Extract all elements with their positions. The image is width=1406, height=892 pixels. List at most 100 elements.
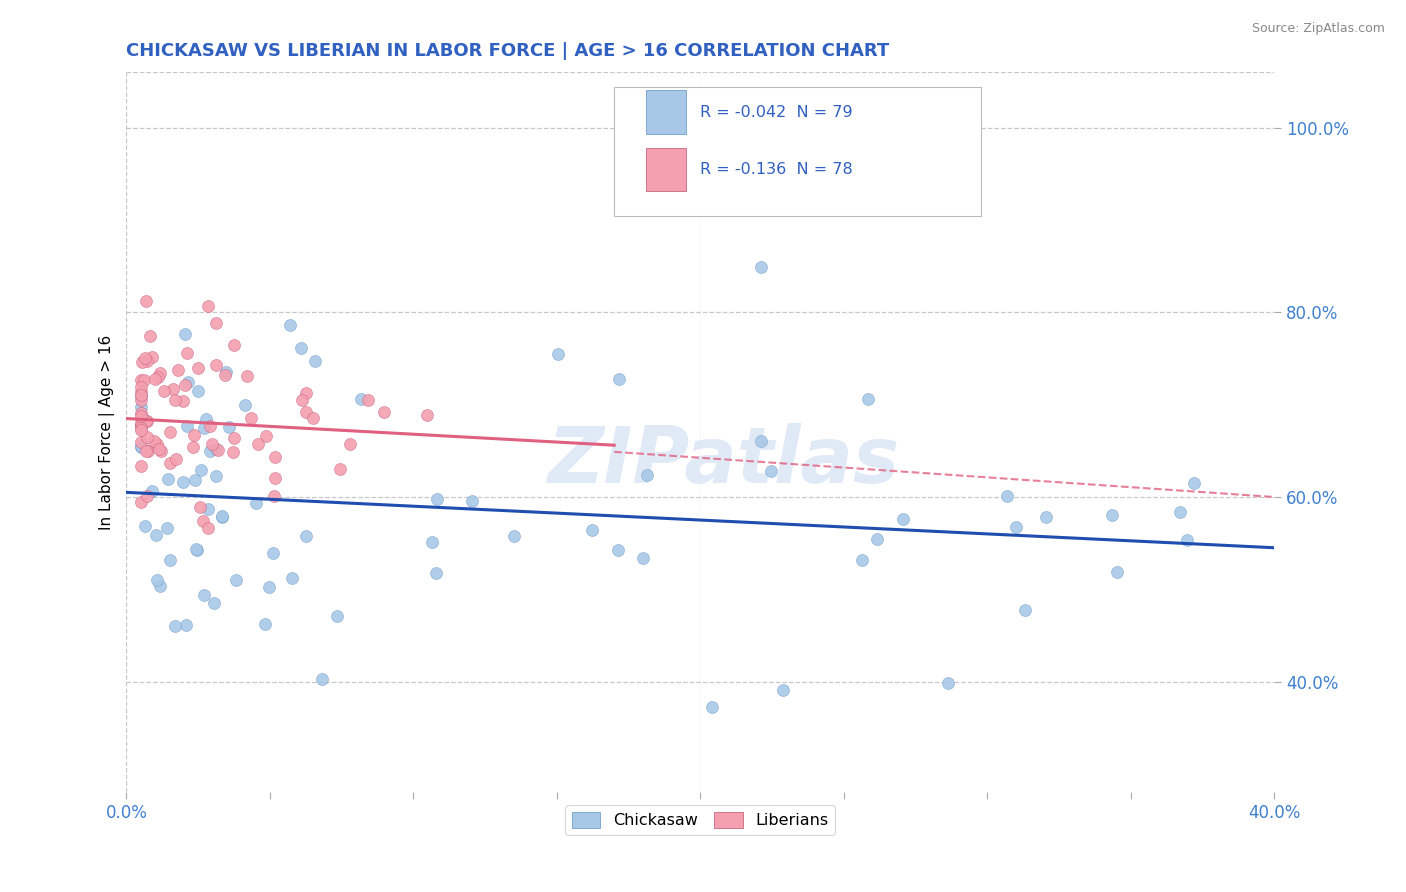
Point xyxy=(294,386,316,401)
Point xyxy=(135,489,157,503)
Point xyxy=(294,529,316,543)
Point xyxy=(129,407,152,421)
Point xyxy=(129,373,152,387)
Point xyxy=(165,451,187,466)
Point xyxy=(205,469,228,483)
Point xyxy=(129,393,152,408)
Point xyxy=(134,351,156,366)
Point xyxy=(129,380,152,394)
Point xyxy=(129,388,152,402)
Point xyxy=(187,361,209,376)
Point xyxy=(291,393,314,408)
Point xyxy=(1101,508,1123,523)
Point xyxy=(426,491,449,506)
Point xyxy=(1035,509,1057,524)
Point xyxy=(152,384,174,398)
Point xyxy=(173,378,195,392)
Point xyxy=(235,369,257,384)
Point xyxy=(759,464,782,478)
Point xyxy=(607,372,630,386)
Point xyxy=(129,440,152,454)
Point xyxy=(198,418,221,433)
Point xyxy=(222,431,245,445)
Point xyxy=(166,363,188,377)
Point xyxy=(197,502,219,516)
Point xyxy=(136,414,159,428)
Point xyxy=(172,394,194,409)
Point xyxy=(157,472,180,486)
Point xyxy=(193,588,215,602)
Point xyxy=(129,418,152,433)
Point xyxy=(129,417,152,431)
Point xyxy=(262,546,284,560)
Point xyxy=(211,510,233,524)
Text: Source: ZipAtlas.com: Source: ZipAtlas.com xyxy=(1251,22,1385,36)
Point xyxy=(129,421,152,435)
Point xyxy=(233,398,256,412)
Point xyxy=(135,430,157,444)
Text: R = -0.136  N = 78: R = -0.136 N = 78 xyxy=(700,162,853,178)
Point xyxy=(1014,602,1036,616)
Point xyxy=(159,456,181,470)
Point xyxy=(143,434,166,448)
Point xyxy=(1105,565,1128,579)
Point xyxy=(202,596,225,610)
Point xyxy=(290,342,312,356)
FancyBboxPatch shape xyxy=(647,148,686,191)
Point xyxy=(311,673,333,687)
Point xyxy=(190,463,212,477)
Point xyxy=(1005,520,1028,534)
Point xyxy=(141,351,163,365)
Point xyxy=(186,542,208,557)
Point xyxy=(148,370,170,384)
Point xyxy=(191,514,214,528)
Point xyxy=(420,535,443,549)
Point xyxy=(146,437,169,451)
Point xyxy=(218,419,240,434)
Point xyxy=(373,405,395,419)
Point xyxy=(636,468,658,483)
Text: R = -0.042  N = 79: R = -0.042 N = 79 xyxy=(700,104,853,120)
Point xyxy=(246,437,269,451)
Point xyxy=(425,566,447,580)
Point xyxy=(129,400,152,414)
Point xyxy=(200,443,222,458)
Point xyxy=(858,392,880,406)
Point xyxy=(135,354,157,368)
Point xyxy=(281,571,304,585)
Point xyxy=(204,359,226,373)
Point xyxy=(350,392,373,407)
Point xyxy=(1175,533,1198,547)
Point xyxy=(201,437,224,451)
Point xyxy=(177,376,200,390)
Point xyxy=(159,425,181,440)
Point xyxy=(254,429,277,443)
Point xyxy=(162,382,184,396)
Point xyxy=(264,450,287,464)
Point xyxy=(225,573,247,587)
Point xyxy=(240,411,263,425)
Point xyxy=(129,439,152,453)
Point xyxy=(156,521,179,535)
Point xyxy=(138,329,160,343)
Point xyxy=(329,462,352,476)
Point xyxy=(146,573,169,587)
Point xyxy=(197,299,219,313)
Point xyxy=(357,392,380,407)
Point xyxy=(187,384,209,398)
Point xyxy=(547,346,569,360)
Point xyxy=(149,579,172,593)
Text: ZIPatlas: ZIPatlas xyxy=(547,423,900,500)
Point xyxy=(183,428,205,442)
Point xyxy=(184,542,207,557)
Point xyxy=(129,434,152,449)
Point xyxy=(502,529,524,543)
Point xyxy=(207,443,229,458)
Legend: Chickasaw, Liberians: Chickasaw, Liberians xyxy=(565,805,835,835)
Point xyxy=(204,316,226,330)
Point xyxy=(174,618,197,632)
Point xyxy=(772,682,794,697)
Point xyxy=(263,489,285,503)
Point xyxy=(159,552,181,566)
Point xyxy=(245,496,267,510)
